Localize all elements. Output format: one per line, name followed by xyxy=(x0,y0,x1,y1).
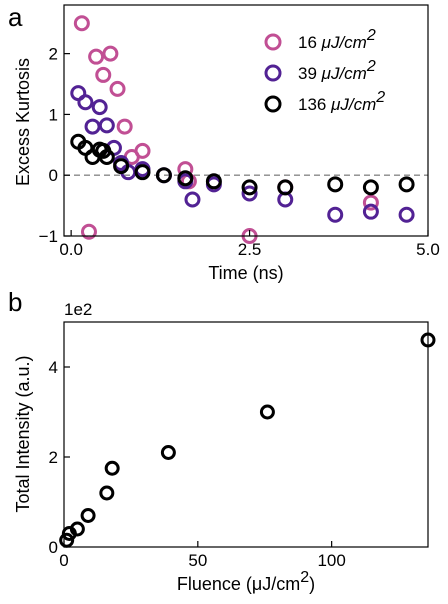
legend-marker xyxy=(264,95,282,113)
data-point-series-0 xyxy=(134,142,151,159)
legend-label-exp: 2 xyxy=(366,27,376,44)
legend-label-value: 39 xyxy=(298,64,322,83)
panel-a-plot-frame xyxy=(63,4,429,237)
panel-b-letter: b xyxy=(8,287,22,317)
data-point-series-0 xyxy=(109,80,126,97)
x-tick-label: 0 xyxy=(59,551,68,570)
y-tick-label: 0 xyxy=(49,538,58,557)
legend-label: 39 μJ/cm2 xyxy=(298,58,376,83)
data-point-series-1 xyxy=(98,117,115,134)
data-point-series-2 xyxy=(362,179,379,196)
panel-b-y-axis-title: Total Intensity (a.u.) xyxy=(13,355,33,512)
data-point-series-1 xyxy=(398,206,415,223)
panel-b-scale-label: 1e2 xyxy=(64,300,92,319)
data-point-series-2 xyxy=(113,158,130,175)
data-point-series-0 xyxy=(59,532,75,548)
y-tick-label: 4 xyxy=(49,358,58,377)
data-point-series-0 xyxy=(160,445,176,460)
data-point-series-0 xyxy=(102,45,119,62)
legend-label-value: 16 xyxy=(298,33,322,52)
legend-label-unit: μJ/cm xyxy=(330,95,376,114)
data-point-series-1 xyxy=(241,185,258,202)
panel-b-plot-frame xyxy=(63,321,429,548)
x-tick-label: 0.0 xyxy=(59,240,83,259)
data-point-series-1 xyxy=(91,99,108,116)
x-tick-label: 100 xyxy=(317,551,345,570)
panel-b-points xyxy=(59,332,436,548)
legend-label-unit: μJ/cm xyxy=(321,33,367,52)
x-tick-label: 2.5 xyxy=(238,240,262,259)
data-point-series-2 xyxy=(398,176,415,193)
legend-label: 136 μJ/cm2 xyxy=(298,89,385,114)
data-point-series-1 xyxy=(362,203,379,220)
panel-a-y-axis-title: Excess Kurtosis xyxy=(13,58,33,186)
y-tick-label: 2 xyxy=(49,45,58,64)
data-point-series-0 xyxy=(116,118,133,135)
data-point-series-1 xyxy=(184,191,201,208)
data-point-series-0 xyxy=(362,194,379,211)
data-point-series-0 xyxy=(73,15,90,32)
data-point-series-0 xyxy=(99,485,115,501)
data-point-series-2 xyxy=(134,164,151,181)
data-point-series-0 xyxy=(69,521,85,537)
panel-b-ticks: 0 50 100 0 2 4 xyxy=(49,358,346,570)
x-tick-label: 5.0 xyxy=(416,240,440,259)
panel-a-letter: a xyxy=(8,2,23,32)
y-tick-label: 0 xyxy=(49,166,58,185)
data-point-series-1 xyxy=(77,94,94,111)
data-point-series-0 xyxy=(80,508,96,523)
panel-b-x-axis-title-exp: 2 xyxy=(300,569,309,586)
data-point-series-1 xyxy=(84,118,101,135)
x-tick-label: 50 xyxy=(188,551,207,570)
panel-a-x-axis-title: Time (ns) xyxy=(208,263,283,283)
data-point-series-2 xyxy=(177,170,194,187)
data-point-series-2 xyxy=(155,167,172,184)
data-point-series-0 xyxy=(88,48,105,65)
legend-marker xyxy=(264,64,282,82)
data-point-series-1 xyxy=(327,206,344,223)
data-point-series-2 xyxy=(277,179,294,196)
data-point-series-2 xyxy=(327,176,344,193)
panel-b-x-axis-title-suffix: ) xyxy=(309,574,315,594)
legend-label-value: 136 xyxy=(298,95,331,114)
y-tick-label: 1 xyxy=(49,105,58,124)
panel-a-ticks: 0.0 2.5 5.0 −1 0 1 2 xyxy=(39,45,440,259)
legend-label: 16 μJ/cm2 xyxy=(298,27,376,52)
panel-a-points xyxy=(70,15,415,244)
legend-label-unit: μJ/cm xyxy=(321,64,367,83)
panel-b-x-axis-title-main: Fluence (μJ/cm xyxy=(177,574,300,594)
data-point-series-0 xyxy=(104,460,120,476)
y-tick-label: −1 xyxy=(39,227,58,246)
data-point-series-2 xyxy=(241,179,258,196)
data-point-series-2 xyxy=(98,148,115,165)
panel-b-x-axis-title: Fluence (μJ/cm2) xyxy=(177,569,315,594)
legend-label-exp: 2 xyxy=(366,58,376,75)
data-point-series-0 xyxy=(80,223,97,240)
data-point-series-2 xyxy=(205,173,222,190)
data-point-series-0 xyxy=(259,404,275,420)
data-point-series-0 xyxy=(95,66,112,83)
panel-a: a 0.0 2.5 5.0 −1 0 1 2 Time (ns) Excess Kurtos… xyxy=(8,2,440,283)
legend-marker xyxy=(264,33,282,51)
legend-label-exp: 2 xyxy=(375,89,385,106)
y-tick-label: 2 xyxy=(49,448,58,467)
